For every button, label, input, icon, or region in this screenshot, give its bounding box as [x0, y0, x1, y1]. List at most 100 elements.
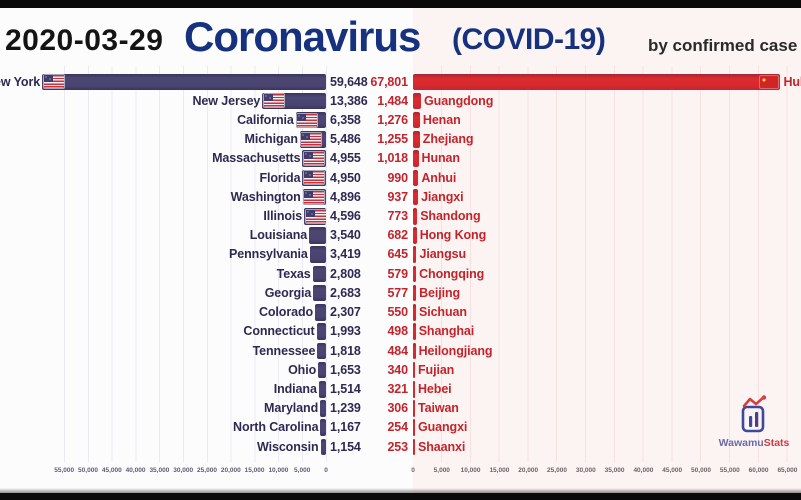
state-label: Pennsylvania: [229, 247, 308, 262]
province-label: Guangdong: [424, 93, 494, 108]
province-value: 645: [387, 247, 408, 262]
province-label: Jiangxi: [421, 189, 464, 204]
state-label: Tennessee: [252, 343, 316, 358]
province-value: 1,276: [377, 112, 408, 127]
page-title: Coronavirus: [184, 13, 421, 60]
province-bar: [413, 361, 415, 379]
us-flag-icon: [303, 171, 324, 185]
state-label: Massachusetts: [212, 151, 301, 166]
axis-tick-left: 25,000: [197, 467, 217, 474]
state-value: 1,514: [330, 382, 361, 397]
province-label: Chongqing: [419, 266, 485, 281]
state-label: Michigan: [244, 132, 298, 147]
us-flag-icon: [304, 190, 325, 204]
province-label: Guangxi: [418, 420, 468, 435]
state-label: Wisconsin: [257, 439, 319, 454]
province-value: 1,018: [377, 151, 408, 166]
state-value: 6,358: [330, 112, 361, 127]
province-label: Zhejiang: [422, 132, 474, 147]
province-bar: [413, 208, 418, 225]
watermark: WawamuStats: [712, 394, 796, 452]
state-label: Ohio: [288, 362, 317, 377]
axis-tick-left: 40,000: [125, 467, 146, 474]
date-label: 2020-03-29: [5, 24, 164, 57]
province-bar: [413, 342, 416, 360]
axis-tick-right: 30,000: [575, 467, 596, 474]
state-label: New Jersey: [192, 93, 261, 108]
state-value: 4,950: [330, 170, 361, 185]
province-value: 577: [387, 285, 408, 300]
axis-tick-right: 5,000: [433, 467, 450, 474]
state-bar: [313, 284, 326, 302]
us-gridlines: [64, 66, 327, 462]
province-label: Shandong: [420, 209, 481, 224]
state-value: 2,683: [330, 285, 361, 300]
axis-tick-left: 20,000: [220, 467, 241, 474]
axis-tick-right: 55,000: [719, 467, 740, 474]
province-value: 990: [387, 170, 408, 185]
state-value: 3,419: [330, 247, 361, 262]
province-bar: [413, 169, 419, 187]
province-label: Jiangsu: [419, 247, 467, 262]
province-bar: [413, 265, 417, 283]
axis-tick-right: 25,000: [547, 467, 567, 474]
axis-tick-right: 0: [411, 467, 415, 474]
province-bar: [413, 73, 781, 90]
state-bar: [42, 73, 326, 90]
province-label: Taiwan: [418, 401, 459, 416]
axis-tick-left: 30,000: [173, 467, 194, 474]
page-subtitle: (COVID-19): [452, 23, 606, 56]
province-bar: [413, 150, 419, 167]
state-value: 1,818: [330, 343, 361, 358]
province-label: Anhui: [421, 170, 457, 185]
province-bar: [413, 419, 415, 436]
state-label: California: [237, 112, 294, 127]
axis-tick-right: 65,000: [777, 467, 798, 474]
axis-tick-right: 15,000: [489, 467, 510, 474]
china-gridlines: [441, 66, 790, 462]
state-label: New York: [0, 74, 41, 89]
province-bar: [413, 400, 415, 417]
province-label: Shanghai: [418, 324, 475, 339]
province-label: Fujian: [418, 362, 455, 377]
province-value: 579: [387, 266, 408, 281]
province-value: 682: [387, 228, 408, 243]
us-flag-icon: [297, 113, 318, 127]
state-bar: [318, 381, 326, 398]
axis-tick-left: 50,000: [78, 467, 98, 474]
us-flag-icon: [263, 94, 284, 108]
axis-tick-right: 45,000: [662, 467, 683, 474]
state-value: 1,993: [330, 324, 361, 339]
province-bar: [413, 111, 420, 129]
axis-tick-left: 0: [324, 467, 328, 474]
state-bar: [320, 438, 326, 456]
state-value: 1,154: [330, 439, 361, 454]
province-value: 67,801: [370, 74, 408, 89]
state-value: 1,167: [330, 420, 361, 435]
state-label: Washington: [230, 189, 301, 204]
province-bar: [413, 284, 417, 302]
province-bar: [413, 246, 417, 263]
state-value: 1,653: [330, 362, 361, 377]
province-bar: [413, 188, 419, 206]
state-bar: [315, 304, 326, 321]
letterbox-bottom: [0, 493, 801, 500]
province-label: Heilongjiang: [418, 343, 493, 358]
axis-tick-left: 45,000: [101, 467, 122, 474]
state-bar: [312, 265, 326, 283]
state-label: Louisiana: [249, 228, 308, 243]
state-value: 4,955: [330, 151, 361, 166]
state-bar: [316, 323, 326, 340]
province-value: 254: [387, 420, 408, 435]
province-label: Hong Kong: [419, 228, 487, 243]
state-label: North Carolina: [233, 420, 319, 435]
state-value: 4,596: [330, 209, 361, 224]
province-label: Henan: [422, 112, 461, 127]
province-label: Shaanxi: [418, 439, 466, 454]
province-bar: [413, 227, 417, 244]
province-value: 306: [387, 401, 408, 416]
state-label: Florida: [259, 170, 301, 185]
us-flag-icon: [301, 132, 322, 146]
state-value: 2,307: [330, 305, 361, 320]
state-bar: [320, 400, 326, 417]
